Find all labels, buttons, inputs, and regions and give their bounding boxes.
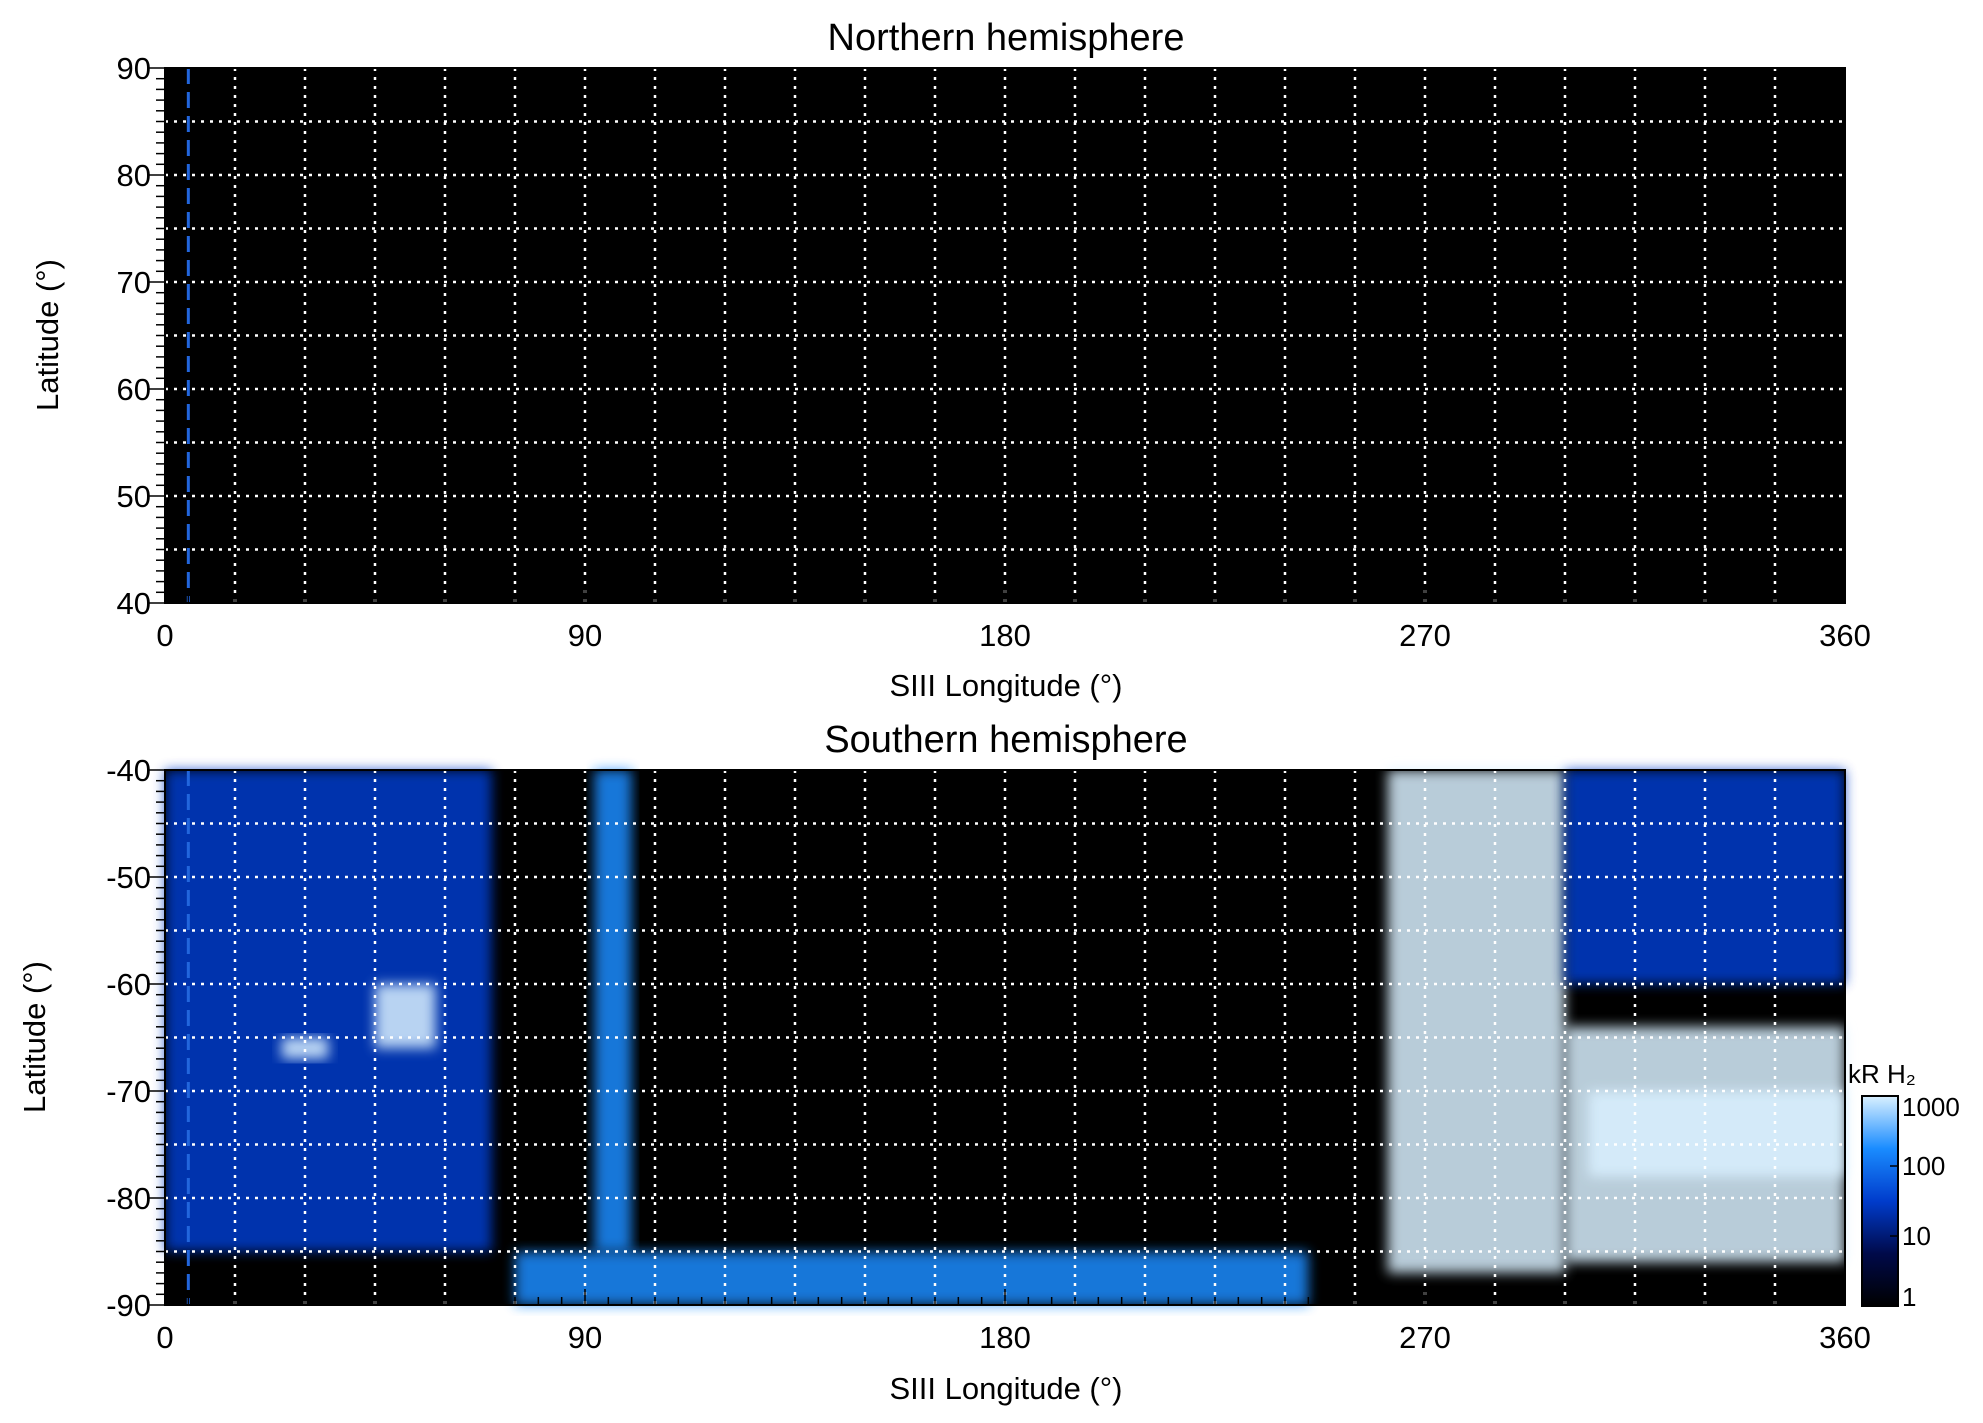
south-ytick-label: -80: [106, 1181, 151, 1216]
south-panel: Southern hemisphere 0 90 180 270 360 -90 -80 -7…: [17, 719, 1871, 1406]
south-ytick-label: -70: [106, 1074, 151, 1109]
colorbar: kR H₂ 1 10 100 1000: [1848, 1059, 1960, 1312]
north-xtick-label: 270: [1399, 618, 1451, 653]
south-emission-layer: [165, 770, 1845, 1305]
south-ytick-label: -50: [106, 860, 151, 895]
south-title: Southern hemisphere: [824, 719, 1187, 761]
north-xlabel: SIII Longitude (°): [890, 668, 1123, 703]
south-emission-patch-7: [1588, 1091, 1845, 1177]
colorbar-tick-label: 1: [1902, 1282, 1916, 1312]
south-xtick-label: 90: [568, 1320, 602, 1355]
south-xlabel: SIII Longitude (°): [890, 1371, 1123, 1406]
south-xtick-label: 360: [1819, 1320, 1871, 1355]
south-emission-patch-2: [375, 984, 436, 1049]
north-grid: [165, 68, 1845, 603]
north-xtick-label: 180: [979, 618, 1031, 653]
colorbar-tick-label: 1000: [1902, 1092, 1960, 1122]
south-emission-patch-3: [594, 770, 632, 1252]
south-emission-patch-0: [165, 770, 492, 1252]
south-xtick-label: 0: [156, 1320, 173, 1355]
south-emission-patch-1: [281, 1037, 329, 1059]
north-panel: Northern hemisphere 0 90 180 270 360 40 50 60 70…: [30, 17, 1871, 703]
north-title: Northern hemisphere: [828, 17, 1185, 59]
north-ytick-label: 50: [117, 479, 151, 514]
colorbar-label: kR H₂: [1848, 1059, 1916, 1089]
south-ytick-label: -60: [106, 967, 151, 1002]
south-ylabel: Latitude (°): [17, 961, 52, 1113]
colorbar-gradient: [1861, 1095, 1899, 1307]
north-ytick-label: 70: [117, 265, 151, 300]
south-ytick-label: -90: [106, 1288, 151, 1323]
south-xtick-label: 270: [1399, 1320, 1451, 1355]
north-ytick-label: 40: [117, 586, 151, 621]
north-xtick-label: 360: [1819, 618, 1871, 653]
north-axes: 0 90 180 270 360 40 50 60 70 80 90: [117, 51, 1871, 653]
north-ytick-label: 90: [117, 51, 151, 86]
colorbar-tick-label: 100: [1902, 1151, 1945, 1181]
south-emission-patch-4: [515, 1251, 1309, 1305]
colorbar-ticks: 1 10 100 1000: [1890, 1092, 1960, 1312]
north-xtick-label: 0: [156, 618, 173, 653]
north-ytick-label: 60: [117, 372, 151, 407]
south-grid: [165, 770, 1845, 1305]
south-axes: 0 90 180 270 360 -90 -80 -70 -60 -50 -40: [106, 753, 1871, 1355]
south-emission-patch-5: [1387, 770, 1565, 1273]
north-ytick-label: 80: [117, 158, 151, 193]
south-ytick-label: -40: [106, 753, 151, 788]
north-xtick-label: 90: [568, 618, 602, 653]
south-xtick-label: 180: [979, 1320, 1031, 1355]
colorbar-tick-label: 10: [1902, 1221, 1931, 1251]
north-ylabel: Latitude (°): [30, 259, 65, 411]
